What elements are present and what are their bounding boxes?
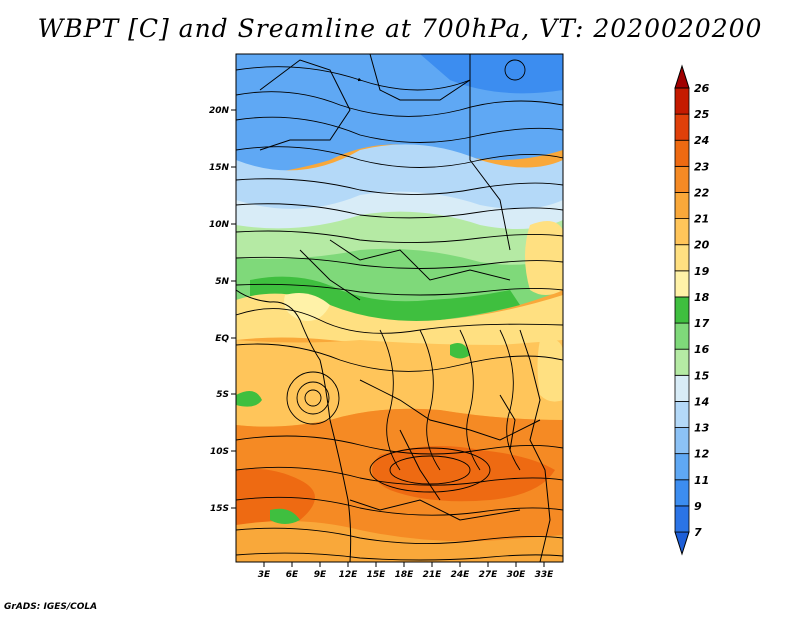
colorbar-swatch bbox=[674, 218, 690, 246]
colorbar-level-label: 15 bbox=[694, 369, 710, 382]
country-borders bbox=[236, 54, 551, 562]
colorbar-swatch bbox=[674, 479, 690, 507]
lon-tick-label: 33E bbox=[535, 570, 555, 580]
lat-tick-label: 20N bbox=[209, 106, 230, 116]
lat-tick-label: 10N bbox=[209, 220, 230, 230]
colorbar-low-triangle bbox=[674, 531, 690, 556]
lat-tick-label: EQ bbox=[215, 334, 229, 344]
colorbar-level-label: 14 bbox=[694, 395, 709, 408]
colorbar-level-label: 26 bbox=[694, 82, 710, 95]
lat-tick-label: 10S bbox=[210, 447, 229, 457]
colorbar-swatch bbox=[674, 453, 690, 481]
lat-tick-label: 15N bbox=[209, 163, 230, 173]
colorbar-level-label: 7 bbox=[694, 526, 702, 539]
lon-tick-label: 24E bbox=[451, 570, 471, 580]
colorbar-level-label: 18 bbox=[694, 291, 710, 304]
colorbar-swatch bbox=[674, 322, 690, 350]
lon-tick-label: 12E bbox=[339, 570, 359, 580]
lon-tick-label: 3E bbox=[258, 570, 271, 580]
colorbar-level-label: 21 bbox=[694, 213, 709, 226]
colorbar-level-label: 19 bbox=[694, 265, 710, 278]
colorbar-level-label: 12 bbox=[694, 448, 710, 461]
colorbar-swatch bbox=[674, 165, 690, 193]
lon-tick-label: 9E bbox=[314, 570, 327, 580]
lon-tick-label: 27E bbox=[479, 570, 499, 580]
lon-tick-label: 15E bbox=[367, 570, 387, 580]
map-title: WBPT [C] and Sreamline at 700hPa, VT: 20… bbox=[37, 14, 763, 43]
lat-tick-label: 5N bbox=[215, 277, 229, 287]
lon-tick-label: 21E bbox=[423, 570, 443, 580]
colorbar-level-label: 11 bbox=[694, 474, 709, 487]
colorbar-swatch bbox=[674, 374, 690, 402]
colorbar-level-label: 23 bbox=[694, 160, 710, 173]
colorbar-level-label: 20 bbox=[694, 239, 710, 252]
lat-tick-label: 5S bbox=[216, 390, 229, 400]
colorbar-swatch bbox=[674, 348, 690, 376]
colorbar-legend: 7 9 11 12 13 14 15 16 17 18 19 20 21 22 23 24 25 26 bbox=[674, 64, 710, 556]
colorbar-level-label: 22 bbox=[694, 186, 710, 199]
colorbar-level-label: 16 bbox=[694, 343, 710, 356]
colorbar-swatch bbox=[674, 87, 690, 115]
colorbar-level-label: 9 bbox=[694, 500, 702, 513]
colorbar-swatch bbox=[674, 270, 690, 298]
colorbar-swatch bbox=[674, 244, 690, 272]
colorbar-level-label: 17 bbox=[694, 317, 710, 330]
streamlines bbox=[236, 59, 563, 561]
colorbar-swatch bbox=[674, 192, 690, 219]
colorbar-level-label: 24 bbox=[694, 134, 709, 147]
colorbar-swatch bbox=[674, 427, 690, 455]
longitude-axis: 3E 6E 9E 12E 15E 18E 21E 24E 27E 30E 33E bbox=[258, 562, 554, 580]
lon-tick-label: 18E bbox=[395, 570, 415, 580]
lon-tick-label: 30E bbox=[507, 570, 527, 580]
latitude-axis: 20N 15N 10N 5N EQ 5S 10S 15S bbox=[209, 106, 236, 514]
colorbar-swatch bbox=[674, 401, 690, 428]
lon-tick-label: 6E bbox=[286, 570, 299, 580]
wbpt-shaded-field bbox=[236, 54, 563, 562]
colorbar-high-triangle bbox=[674, 64, 690, 89]
colorbar-swatch bbox=[674, 139, 690, 167]
colorbar-level-label: 13 bbox=[694, 422, 710, 435]
colorbar-swatch bbox=[674, 296, 690, 324]
grads-credit: GrADS: IGES/COLA bbox=[4, 602, 98, 612]
map-frame bbox=[235, 53, 564, 563]
lat-tick-label: 15S bbox=[210, 504, 229, 514]
colorbar-swatch bbox=[674, 505, 690, 533]
colorbar-swatch bbox=[674, 113, 690, 141]
colorbar-level-label: 25 bbox=[694, 108, 710, 121]
